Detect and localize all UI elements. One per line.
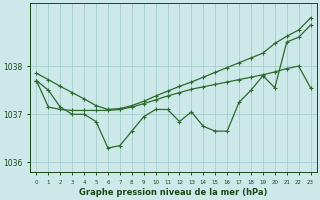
X-axis label: Graphe pression niveau de la mer (hPa): Graphe pression niveau de la mer (hPa)	[79, 188, 268, 197]
